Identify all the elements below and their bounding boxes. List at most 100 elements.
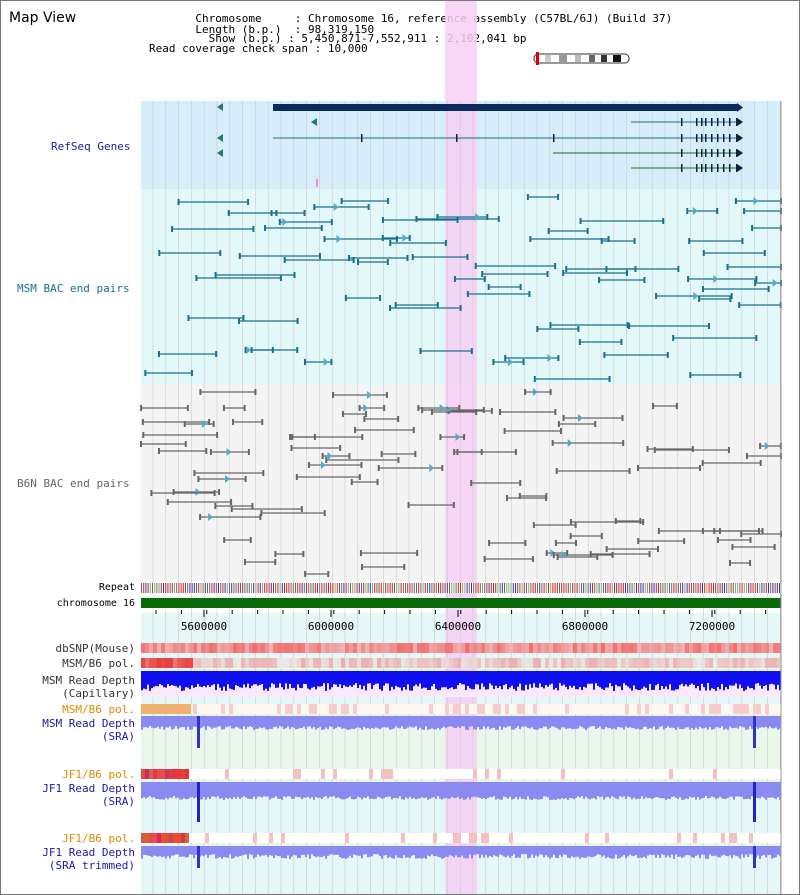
- dbsnp-cell: [585, 643, 589, 653]
- jf1-pol-trim-cell: [677, 833, 681, 843]
- dbsnp-cell: [549, 643, 553, 653]
- dbsnp-cell: [665, 643, 669, 653]
- b6n-pair-end: [140, 405, 143, 411]
- jf1-depth-trim-bar: [691, 846, 693, 858]
- jf1-depth-trim-bar: [393, 846, 395, 859]
- dbsnp-cell: [205, 643, 209, 653]
- repeat-feature: [451, 583, 453, 593]
- dbsnp-cell: [581, 643, 585, 653]
- msm-depth-cap-bar: [339, 671, 341, 685]
- msm-depth-cap-bar: [159, 671, 161, 684]
- repeat-feature: [721, 583, 723, 593]
- repeat-feature: [174, 583, 175, 593]
- jf1-depth-bar: [479, 782, 481, 798]
- msm-pair-end: [279, 275, 282, 281]
- msm-depth-sra-bar: [435, 716, 437, 730]
- msm-depth-cap-bar: [647, 671, 649, 691]
- msm-pol-cell: [585, 658, 589, 668]
- b6n-pair-end: [596, 554, 599, 560]
- msm-depth-cap-bar: [443, 671, 445, 688]
- msm-depth-sra-bar: [519, 716, 521, 730]
- repeat-feature: [189, 583, 191, 593]
- msm-pair-end: [605, 266, 608, 272]
- axis-tick-label: 6000000: [308, 620, 354, 633]
- msm-depth-cap-bar: [401, 671, 403, 691]
- msm-depth-sra-bar: [653, 716, 655, 727]
- jf1-depth-bar: [763, 782, 765, 798]
- msm-pair-end: [190, 370, 193, 376]
- msm-depth-cap-bar: [675, 671, 677, 690]
- b6n-pair-end: [514, 449, 517, 455]
- gene-exon: [696, 149, 698, 157]
- gene-exon: [723, 118, 725, 126]
- msm-depth-cap-bar: [695, 671, 697, 689]
- jf1-depth-bar: [757, 782, 759, 798]
- jf1-depth-bar: [465, 782, 467, 800]
- jf1-depth-bar: [355, 782, 357, 799]
- msm-depth-cap-bar: [599, 671, 601, 688]
- jf1-depth-bar: [597, 782, 599, 797]
- jf1-pol-trim-cell: [141, 833, 145, 843]
- msm-depth-cap-bar: [735, 671, 737, 684]
- jf1-depth-trim-bar: [543, 846, 545, 858]
- msm-depth-cap-bar: [467, 671, 469, 686]
- msm-depth-cap-bar: [649, 671, 651, 684]
- jf1-depth-bar: [747, 782, 749, 799]
- msm-depth-cap-bar: [579, 671, 581, 687]
- msm-depth-cap-bar: [395, 671, 397, 686]
- jf1-depth-trim-bar: [213, 846, 215, 855]
- msm-depth-sra-bar: [483, 716, 485, 727]
- jf1-depth-bar: [189, 782, 191, 798]
- msm-depth-cap-bar: [677, 671, 679, 690]
- repeat-feature: [629, 583, 631, 593]
- repeat-feature: [501, 583, 503, 593]
- b6n-pair-end: [363, 416, 366, 422]
- jf1-depth-bar: [257, 782, 259, 797]
- msm-depth-sra-bar: [277, 716, 279, 729]
- repeat-feature: [728, 583, 730, 593]
- repeat-feature: [477, 583, 479, 593]
- msm-depth-cap-bar: [335, 671, 337, 685]
- jf1-depth-trim-spike: [197, 846, 200, 868]
- msm-depth-cap-bar: [475, 671, 477, 685]
- msm-depth-sra-bar: [553, 716, 555, 727]
- jf1-depth-bar: [499, 782, 501, 800]
- msm-depth-sra-bar: [299, 716, 301, 728]
- jf1-depth-trim-bar: [219, 846, 221, 857]
- b6n-pair-end: [230, 506, 233, 512]
- repeat-feature: [754, 583, 756, 593]
- b6n-pair-end: [728, 560, 731, 566]
- dbsnp-cell: [481, 643, 485, 653]
- msm-depth-cap-bar: [177, 671, 179, 688]
- dbsnp-cell: [213, 643, 217, 653]
- b6n-pair-end: [773, 544, 776, 550]
- msm-depth-sra-bar: [671, 716, 673, 728]
- jf1-depth-trim-bar: [493, 846, 495, 856]
- dbsnp-cell: [277, 643, 281, 653]
- chromosome-ideogram[interactable]: [531, 51, 631, 67]
- b6n-pair-end: [214, 503, 217, 509]
- msm-pol-cell: [257, 658, 261, 668]
- repeat-feature: [532, 583, 534, 593]
- jf1-depth-bar: [227, 782, 229, 799]
- repeat-feature: [457, 583, 459, 593]
- msm-pol-sra-cell: [685, 704, 689, 714]
- jf1-depth-bar: [443, 782, 445, 799]
- dbsnp-cell: [557, 643, 561, 653]
- msm-depth-cap-bar: [561, 671, 563, 686]
- b6n-pair-end: [545, 493, 548, 499]
- msm-depth-cap-bar: [481, 671, 483, 684]
- jf1-depth-trim-bar: [537, 846, 539, 857]
- msm-pol-sra-cell: [753, 704, 757, 714]
- jf1-depth-bar: [751, 782, 753, 797]
- msm-depth-cap-bar: [635, 671, 637, 690]
- msm-depth-cap-bar: [423, 671, 425, 688]
- msm-depth-cap-bar: [717, 671, 719, 688]
- msm-depth-sra-bar: [495, 716, 497, 730]
- jf1-depth-trim-bar: [265, 846, 267, 855]
- repeat-feature: [286, 583, 288, 593]
- b6n-pair-end: [254, 389, 257, 395]
- jf1-depth-trim-bar: [173, 846, 175, 856]
- msm-pair-end: [546, 271, 549, 277]
- msm-depth-cap-bar: [299, 671, 301, 688]
